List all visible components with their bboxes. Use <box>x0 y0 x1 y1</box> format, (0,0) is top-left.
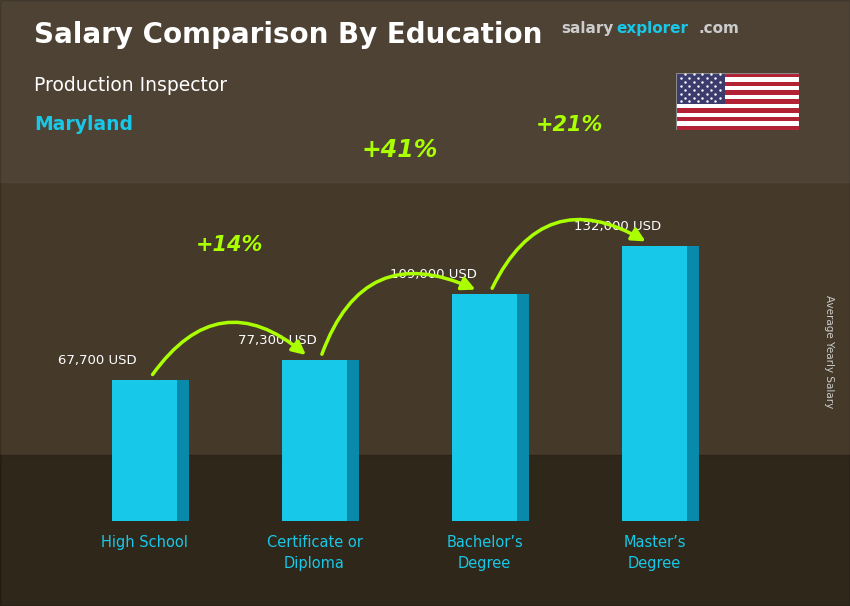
Bar <box>676 90 799 95</box>
Text: Salary Comparison By Education: Salary Comparison By Education <box>34 21 542 49</box>
Bar <box>676 77 799 82</box>
Text: 77,300 USD: 77,300 USD <box>238 334 316 347</box>
Bar <box>676 126 799 130</box>
Text: +41%: +41% <box>361 138 438 162</box>
Text: .com: .com <box>699 21 740 36</box>
Text: 132,000 USD: 132,000 USD <box>574 220 660 233</box>
Text: Average Yearly Salary: Average Yearly Salary <box>824 295 834 408</box>
Polygon shape <box>517 294 529 521</box>
Text: salary: salary <box>561 21 614 36</box>
Polygon shape <box>347 360 359 521</box>
Bar <box>676 73 799 77</box>
Polygon shape <box>622 246 687 521</box>
Bar <box>0 454 850 606</box>
Bar <box>676 117 799 121</box>
Bar <box>676 86 799 90</box>
Polygon shape <box>112 380 177 521</box>
Bar <box>676 73 725 104</box>
Bar <box>676 108 799 113</box>
Text: Maryland: Maryland <box>34 115 133 134</box>
Bar <box>676 95 799 99</box>
Polygon shape <box>687 246 699 521</box>
Text: explorer: explorer <box>616 21 689 36</box>
Bar <box>676 113 799 117</box>
Bar <box>676 121 799 126</box>
Polygon shape <box>452 294 517 521</box>
Text: Production Inspector: Production Inspector <box>34 76 227 95</box>
Bar <box>676 104 799 108</box>
Bar <box>676 82 799 86</box>
Bar <box>0 0 850 182</box>
Text: +21%: +21% <box>536 115 604 135</box>
Text: +14%: +14% <box>196 235 264 255</box>
Polygon shape <box>177 380 189 521</box>
Text: 109,000 USD: 109,000 USD <box>390 268 477 281</box>
Text: 67,700 USD: 67,700 USD <box>58 354 136 367</box>
Polygon shape <box>282 360 347 521</box>
Bar <box>676 99 799 104</box>
